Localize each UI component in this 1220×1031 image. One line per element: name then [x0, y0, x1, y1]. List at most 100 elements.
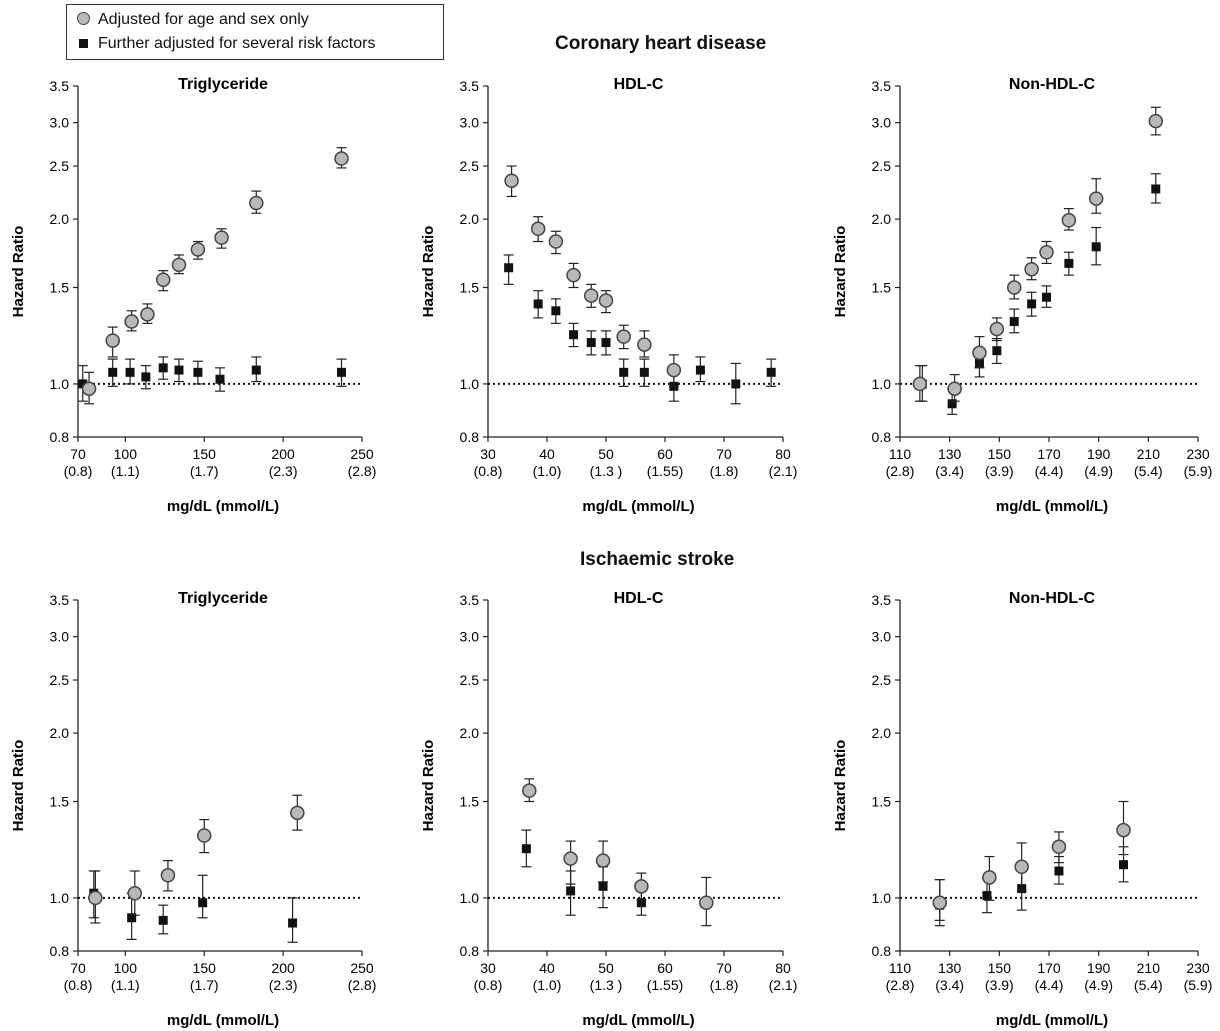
x-tick-label: 190 — [1087, 960, 1111, 976]
section-title-coronary-heart-disease: Coronary heart disease — [555, 33, 767, 54]
circle-point — [190, 242, 206, 257]
circle-point — [566, 267, 581, 283]
x-tick-sublabel: (3.9) — [985, 977, 1014, 993]
y-tick-label: 3.5 — [872, 592, 892, 608]
legend-label: Further adjusted for several risk factor… — [98, 35, 376, 52]
x-tick-label: 230 — [1186, 960, 1210, 976]
square-point — [78, 379, 88, 389]
x-tick-sublabel: (2.1) — [769, 977, 798, 993]
square-point — [521, 844, 531, 854]
x-tick-sublabel: (1.55) — [647, 977, 684, 993]
circle-point — [140, 307, 155, 322]
circle-point — [334, 151, 349, 166]
y-tick-label: 0.8 — [872, 943, 892, 959]
x-tick-label: 130 — [938, 446, 962, 462]
x-tick-label: 200 — [271, 960, 295, 976]
square-point — [198, 898, 208, 908]
x-tick-label: 170 — [1037, 960, 1061, 976]
circle-point — [196, 828, 212, 843]
panel-title: Non-HDL-C — [1009, 590, 1096, 607]
y-tick-label: 1.5 — [460, 794, 480, 810]
y-tick-label: 1.5 — [872, 794, 892, 810]
square-point — [215, 374, 225, 384]
y-tick-label: 2.5 — [50, 672, 70, 688]
y-tick-label: 2.5 — [460, 158, 480, 174]
chart-panel: 0.81.01.52.02.53.03.530(0.8)40(1.0)50(1.… — [420, 76, 797, 515]
y-tick-label: 0.8 — [872, 429, 892, 445]
x-tick-sublabel: (0.8) — [474, 463, 503, 479]
x-tick-sublabel: (5.4) — [1134, 977, 1163, 993]
square-point — [141, 372, 151, 382]
square-point — [251, 365, 261, 375]
x-tick-label: 200 — [271, 446, 295, 462]
x-tick-sublabel: (2.3) — [269, 463, 298, 479]
square-point — [174, 365, 184, 375]
y-tick-label: 3.0 — [460, 629, 480, 645]
x-axis-label: mg/dL (mmol/L) — [167, 1012, 279, 1029]
y-tick-label: 2.0 — [872, 211, 892, 227]
x-tick-sublabel: (1.8) — [710, 463, 739, 479]
x-tick-sublabel: (3.4) — [935, 463, 964, 479]
panel-title: HDL-C — [614, 76, 664, 93]
square-point — [193, 367, 203, 377]
circle-point — [1039, 244, 1054, 260]
circle-point — [214, 230, 229, 245]
x-tick-label: 110 — [889, 446, 912, 462]
x-axis-label: mg/dL (mmol/L) — [582, 1012, 694, 1029]
y-tick-label: 3.5 — [872, 78, 892, 94]
circle-point — [1006, 280, 1022, 295]
square-point — [1064, 258, 1074, 268]
y-tick-label: 0.8 — [460, 429, 480, 445]
circle-point — [1088, 191, 1104, 206]
x-tick-label: 150 — [988, 446, 1012, 462]
panel-title: Non-HDL-C — [1009, 76, 1096, 93]
y-tick-label: 3.5 — [460, 592, 480, 608]
x-tick-label: 40 — [539, 446, 555, 462]
circle-point — [637, 337, 652, 352]
x-tick-label: 80 — [775, 960, 791, 976]
circle-point — [88, 890, 103, 906]
circle-point — [171, 257, 187, 273]
circle-point — [1024, 261, 1039, 277]
square-point — [636, 898, 646, 908]
x-tick-sublabel: (4.9) — [1084, 977, 1113, 993]
square-point — [158, 915, 168, 925]
x-tick-label: 60 — [657, 446, 673, 462]
y-tick-label: 0.8 — [460, 943, 480, 959]
x-tick-sublabel: (2.8) — [348, 977, 377, 993]
y-tick-label: 1.5 — [872, 280, 892, 296]
y-tick-label: 3.5 — [50, 78, 70, 94]
circle-point — [972, 345, 987, 361]
square-point — [1042, 292, 1052, 302]
circle-point — [249, 195, 264, 211]
x-tick-sublabel: (1.1) — [111, 977, 140, 993]
y-axis-label: Hazard Ratio — [420, 740, 437, 832]
square-point — [1151, 184, 1161, 194]
square-point — [1054, 866, 1064, 876]
circle-point — [290, 805, 305, 821]
x-tick-sublabel: (1.1) — [111, 463, 140, 479]
y-tick-label: 1.0 — [460, 890, 480, 906]
x-tick-label: 230 — [1186, 446, 1210, 462]
square-point — [1119, 860, 1128, 870]
x-tick-label: 150 — [193, 446, 217, 462]
x-tick-label: 60 — [657, 960, 673, 976]
x-tick-label: 150 — [193, 960, 217, 976]
x-tick-sublabel: (1.7) — [190, 977, 219, 993]
square-point — [1091, 242, 1101, 252]
y-tick-label: 3.0 — [872, 629, 892, 645]
y-tick-label: 1.5 — [50, 794, 70, 810]
x-tick-sublabel: (1.0) — [533, 977, 562, 993]
x-tick-label: 50 — [598, 446, 614, 462]
x-tick-label: 100 — [114, 960, 138, 976]
x-tick-label: 170 — [1037, 446, 1061, 462]
circle-point — [616, 329, 631, 344]
legend-label: Adjusted for age and sex only — [98, 11, 309, 28]
x-tick-label: 70 — [716, 960, 732, 976]
x-tick-label: 70 — [70, 960, 86, 976]
x-axis-label: mg/dL (mmol/L) — [167, 498, 279, 515]
circle-point — [155, 272, 171, 287]
x-tick-sublabel: (1.7) — [190, 463, 219, 479]
circle-point — [1051, 839, 1067, 855]
